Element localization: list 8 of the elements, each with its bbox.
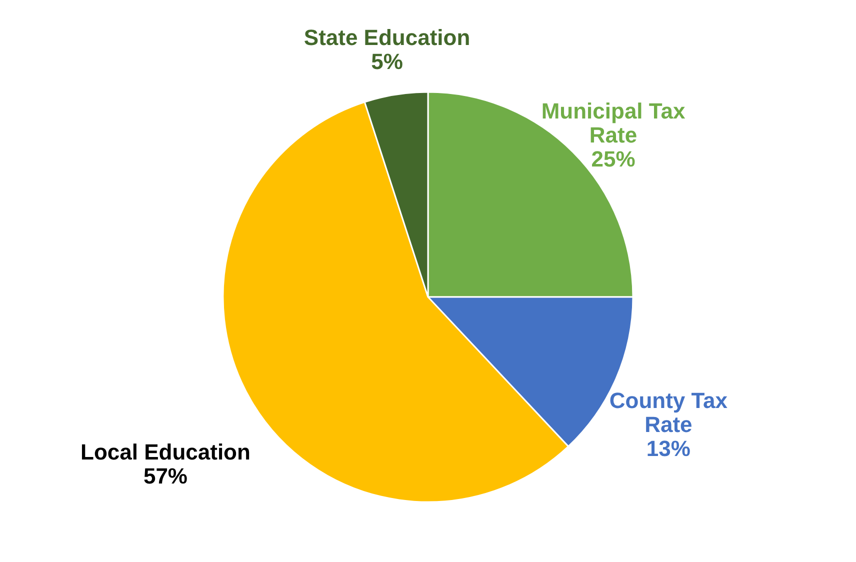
data-label: 25%: [591, 146, 636, 172]
slice-label: County Tax Rate: [609, 388, 728, 438]
data-label: 5%: [371, 49, 403, 74]
slice-label: Municipal Tax Rate: [541, 98, 686, 148]
data-label: 57%: [143, 463, 188, 488]
slice-label: State Education: [304, 25, 470, 50]
data-label: 13%: [646, 436, 690, 462]
slice-label: Local Education: [80, 439, 250, 464]
